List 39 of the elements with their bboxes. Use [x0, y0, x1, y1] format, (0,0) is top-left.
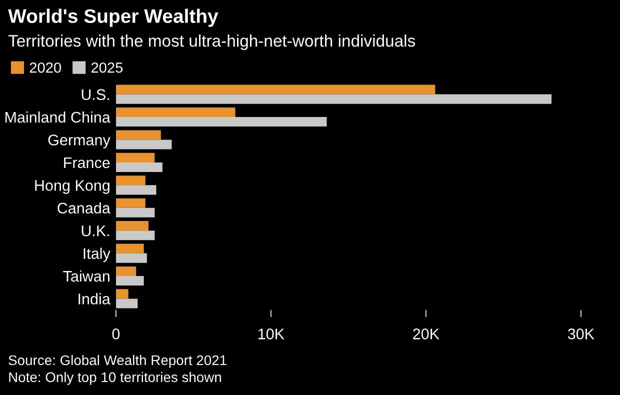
chart-title: World's Super Wealthy	[8, 8, 218, 27]
y-tick-label: Italy	[84, 248, 110, 262]
x-tick-label: 0	[112, 328, 120, 340]
bar	[116, 140, 172, 150]
chart-subtitle: Territories with the most ultra-high-net-worth individuals	[8, 34, 416, 50]
legend-label: 2025	[91, 62, 123, 73]
bar	[116, 230, 155, 240]
bar	[116, 130, 161, 140]
bar	[116, 289, 128, 299]
bar	[116, 266, 136, 276]
y-tick-label: Canada	[58, 202, 110, 214]
x-tick-label: 20K	[413, 328, 440, 340]
bar	[116, 176, 146, 186]
y-tick-label: India	[78, 293, 110, 304]
text: Note: Only top 10 territories shown	[9, 372, 221, 385]
bar	[116, 185, 156, 195]
bar	[116, 107, 236, 118]
y-tick-label: Taiwan	[63, 270, 110, 282]
bar	[116, 221, 148, 231]
bar	[116, 152, 155, 162]
bar	[116, 162, 162, 172]
bar	[116, 276, 144, 286]
y-tick-label: U.S.	[82, 89, 109, 100]
bar	[116, 208, 155, 218]
y-tick-label: France	[64, 157, 110, 168]
y-tick-label: Hong Kong	[35, 180, 110, 194]
y-tick-label: Mainland China	[5, 111, 110, 123]
bar	[116, 84, 436, 94]
source-note: Source: Global Wealth Report 2021	[8, 354, 226, 368]
legend-label: 2020	[30, 62, 62, 73]
bar	[116, 94, 552, 104]
y-tick-label: U.K.	[82, 226, 109, 236]
x-tick-label: 30K	[568, 328, 594, 340]
x-tick-label: 10K	[258, 328, 284, 340]
bar	[116, 244, 144, 254]
bar	[116, 253, 147, 263]
bar	[116, 117, 327, 127]
bar	[116, 198, 146, 208]
y-tick-label: Germany	[48, 134, 110, 148]
